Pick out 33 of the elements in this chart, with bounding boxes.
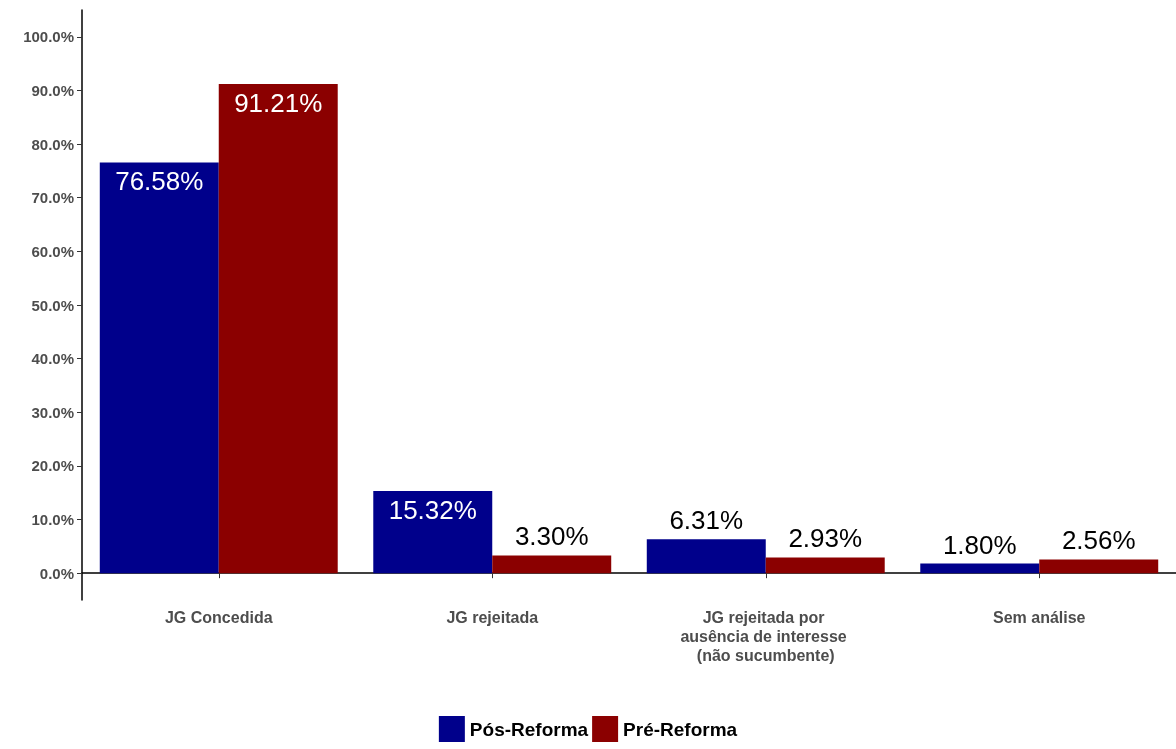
x-tick-label: JG Concedida — [164, 609, 273, 626]
x-tick-label: JG rejeitada — [446, 609, 539, 626]
y-tick-label: 40.0% — [31, 350, 74, 368]
x-tick-label: JG rejeitada por ausência de interesse (não sucumbente) — [680, 609, 852, 664]
y-tick-label: 30.0% — [31, 403, 74, 421]
legend-label: Pré-Reforma — [623, 718, 738, 740]
y-tick-label: 60.0% — [31, 242, 74, 260]
bar — [218, 83, 338, 574]
bar — [99, 162, 219, 574]
y-tick-label: 20.0% — [31, 457, 74, 475]
data-label: 2.93% — [788, 523, 863, 554]
data-label: 3.30% — [514, 521, 589, 552]
data-label: 6.31% — [669, 505, 744, 536]
bar — [765, 557, 885, 574]
bar — [492, 555, 612, 574]
bar — [920, 563, 1040, 574]
legend-label: Pós-Reforma — [469, 718, 589, 740]
data-label: 76.58% — [115, 166, 204, 197]
y-tick-label: 100.0% — [23, 28, 74, 46]
bar — [373, 491, 493, 574]
bar — [1039, 559, 1159, 574]
y-tick-label: 50.0% — [31, 296, 74, 314]
y-tick-label: 90.0% — [31, 81, 74, 99]
data-label: 2.56% — [1061, 525, 1136, 556]
data-label: 91.21% — [234, 87, 323, 118]
bar — [646, 539, 766, 574]
data-label: 15.32% — [388, 495, 477, 526]
y-tick-label: 10.0% — [31, 511, 74, 529]
y-tick-label: 70.0% — [31, 189, 74, 207]
y-tick-label: 80.0% — [31, 135, 74, 153]
data-label: 1.80% — [942, 529, 1017, 560]
x-tick-label: Sem análise — [993, 609, 1086, 626]
y-tick-label: 0.0% — [39, 564, 74, 582]
